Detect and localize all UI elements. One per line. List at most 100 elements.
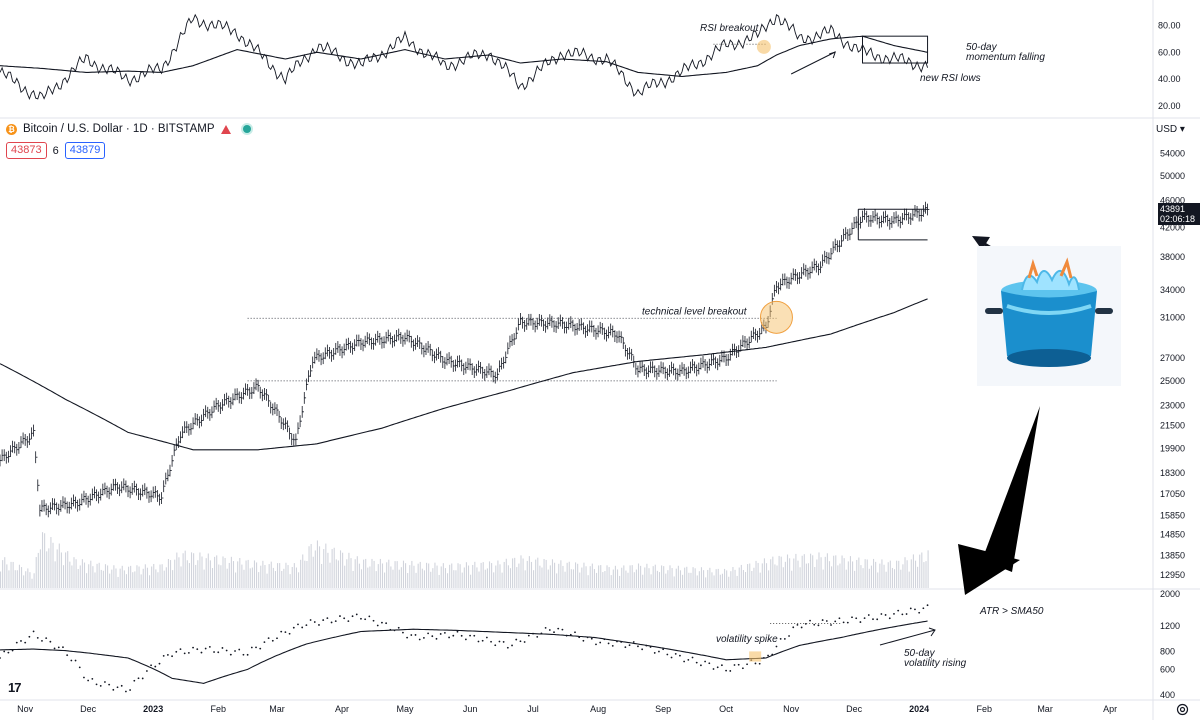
- volume-bar: [688, 572, 690, 588]
- atr-point: [670, 656, 673, 659]
- volume-bar: [323, 549, 325, 588]
- volume-bar: [866, 559, 868, 588]
- rsi-tick-label: 40.00: [1158, 74, 1181, 84]
- volume-bar: [751, 570, 753, 588]
- bitcoin-icon: ₿: [6, 123, 17, 135]
- volume-bar: [906, 560, 908, 588]
- volume-bar: [889, 560, 891, 588]
- volume-bar: [793, 558, 795, 588]
- volume-bar: [812, 555, 814, 588]
- atr-point: [590, 637, 593, 640]
- volume-bar: [249, 568, 251, 588]
- volume-bar: [44, 533, 46, 588]
- atr-point: [66, 654, 69, 657]
- atr-point: [867, 614, 870, 616]
- spread-value: 6: [52, 144, 59, 157]
- volume-bar: [201, 556, 203, 588]
- atr-point: [859, 621, 862, 623]
- rsi-range-box: [862, 35, 929, 64]
- volume-bar: [182, 553, 184, 588]
- volume-bar: [293, 563, 295, 588]
- volume-bar: [541, 567, 543, 588]
- bid-price[interactable]: 43873: [6, 142, 47, 159]
- volume-bar: [241, 564, 243, 588]
- volume-bar: [356, 556, 358, 588]
- volume-bar: [554, 562, 556, 588]
- volume-bar: [893, 569, 896, 588]
- atr-point: [595, 643, 597, 646]
- volume-bar: [335, 559, 337, 588]
- volume-bar: [325, 543, 327, 588]
- volume-bar: [807, 563, 810, 588]
- volume-bar: [512, 558, 514, 588]
- flag-icon[interactable]: [220, 124, 231, 134]
- atr-point: [473, 634, 476, 637]
- settings-gear-icon[interactable]: [1176, 703, 1189, 716]
- atr-point: [347, 620, 350, 623]
- volume-bar: [780, 556, 782, 588]
- volume-bar: [365, 558, 367, 588]
- volume-bar: [268, 564, 270, 588]
- volume-bar: [927, 550, 929, 588]
- atr-point: [523, 641, 526, 643]
- volume-bar: [75, 559, 77, 588]
- currency-selector[interactable]: USD ▾: [1156, 124, 1185, 135]
- volume-bar: [761, 563, 763, 588]
- volume-bar: [409, 565, 411, 588]
- volume-bar: [77, 569, 79, 588]
- symbol-header[interactable]: ₿ Bitcoin / U.S. Dollar · 1D · BITSTAMP: [6, 123, 251, 135]
- volume-bar: [132, 572, 134, 588]
- volume-bar: [316, 540, 318, 588]
- atr-point: [246, 653, 249, 656]
- atr-point: [683, 660, 686, 663]
- vol-rising-label-line2: volatility rising: [904, 658, 967, 669]
- volume-bar: [350, 558, 352, 588]
- atr-tick-label: 400: [1160, 690, 1175, 700]
- volume-bar: [533, 570, 535, 588]
- volume-bar: [195, 564, 197, 588]
- volume-bar: [457, 563, 459, 588]
- atr-point: [129, 689, 132, 691]
- rsi-tick-label: 20.00: [1158, 101, 1181, 111]
- volume-bar: [337, 560, 339, 588]
- volume-bar: [822, 569, 824, 588]
- atr-point: [271, 639, 274, 642]
- atr-point: [720, 664, 723, 667]
- volume-bar: [421, 568, 423, 588]
- volume-bar: [637, 563, 640, 588]
- volume-bar: [300, 559, 302, 588]
- volume-bar: [444, 568, 446, 588]
- atr-point: [150, 664, 152, 667]
- volume-bar: [843, 558, 845, 588]
- volume-bar: [381, 563, 384, 588]
- volume-bar: [629, 565, 631, 588]
- volume-bar: [482, 562, 484, 588]
- atr-point: [427, 632, 430, 635]
- volume-bar: [331, 549, 333, 588]
- volume-bar: [652, 566, 654, 588]
- volume-bar: [174, 559, 176, 588]
- volume-bar: [388, 559, 390, 588]
- volume-bar: [235, 572, 237, 588]
- volume-bar: [684, 567, 686, 588]
- volume-bar: [209, 560, 211, 588]
- atr-point: [498, 640, 501, 643]
- volume-bar: [654, 564, 656, 588]
- volume-bar: [589, 566, 591, 588]
- volume-bar: [96, 563, 98, 588]
- volume-bar: [642, 574, 644, 588]
- volume-bar: [455, 570, 457, 588]
- volume-bar: [327, 552, 329, 588]
- volume-bar: [2, 560, 4, 588]
- volume-bar: [661, 565, 663, 588]
- volume-bar: [23, 575, 25, 588]
- ask-price[interactable]: 43879: [64, 142, 106, 159]
- volume-bar: [436, 565, 438, 588]
- volume-bar: [413, 565, 415, 588]
- atr-point: [78, 666, 81, 669]
- volume-bar: [833, 555, 835, 588]
- volume-bar: [113, 565, 115, 588]
- atr-sma50-line: [0, 620, 928, 684]
- volume-bar: [178, 557, 180, 588]
- volume-bar: [304, 560, 306, 588]
